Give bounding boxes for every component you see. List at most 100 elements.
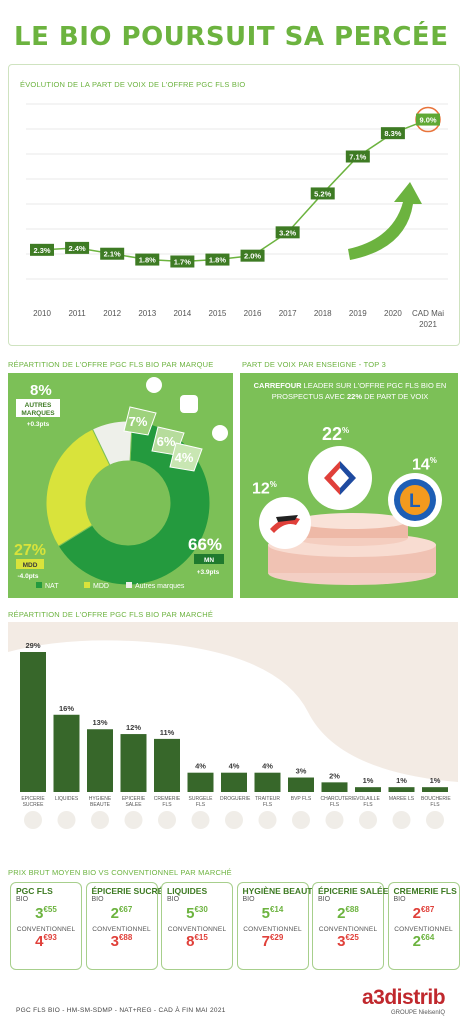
brand-b-logo-icon <box>180 395 198 413</box>
bar-value-label: 3% <box>296 767 307 776</box>
x-tick-label: 2020 <box>384 309 402 318</box>
point-label: 1.8% <box>209 256 226 265</box>
conv-price: 8€15 <box>186 933 208 950</box>
conv-price: 2€64 <box>412 933 435 950</box>
point-label-bg <box>100 247 125 260</box>
point-label: 2.0% <box>244 252 261 261</box>
bar <box>120 734 147 792</box>
autres-label: MARQUES <box>21 410 55 417</box>
point-label: 9.0% <box>419 116 436 125</box>
sub-slice <box>169 442 203 472</box>
sub-slice-label: 4% <box>175 450 194 465</box>
price-card: ÉPICERIE SALÉE BIO 2€88 CONVENTIONNEL 3€25 <box>312 882 388 970</box>
bar-category-label: LIQUIDES <box>54 796 79 802</box>
footer-note: PGC FLS BIO - HM-SM-SDMP - NAT+REG - CAD… <box>16 1007 226 1014</box>
card-conv-label: CONVENTIONNEL <box>167 926 227 933</box>
enseigne-lead-text: CARREFOUR LEADER SUR L'OFFRE PGC FLS BIO… <box>250 380 450 402</box>
card-conv-label: CONVENTIONNEL <box>16 926 76 933</box>
line-chart-panel <box>8 64 460 346</box>
bio-price: 2€88 <box>337 905 359 922</box>
bar-value-label: 2% <box>329 771 340 780</box>
line-chart-title: ÉVOLUTION DE LA PART DE VOIX DE L'OFFRE … <box>20 80 246 89</box>
bar-chart: 29% 16% 13% 12% 11% 4% 4% 4% 3% 2% 1% 1% 1% <box>8 622 458 829</box>
point-label-bg <box>240 249 265 262</box>
bar-category-label: DROGUERIE <box>220 796 251 802</box>
bar-value-label: 1% <box>430 776 441 785</box>
x-tick-label: 2017 <box>279 309 297 318</box>
mdd-label: MDD <box>23 562 38 569</box>
card-title: LIQUIDES <box>167 886 208 896</box>
page-title: LE BIO POURSUIT SA PERCÉE <box>14 22 449 52</box>
x-tick-label: 2016 <box>244 309 262 318</box>
bar-category-label: EPICERIE SUCREE <box>21 796 45 808</box>
lead-name: CARREFOUR <box>253 381 302 390</box>
card-bio-label: BIO <box>318 896 331 903</box>
leclerc-pct: 14% <box>412 456 437 474</box>
lead-pct: 22% <box>347 392 363 401</box>
bar-value-label: 12% <box>126 723 141 732</box>
bar-category-label: VOLAILLE FLS <box>356 796 380 808</box>
x-tick-label: 2015 <box>209 309 227 318</box>
card-conv-label: CONVENTIONNEL <box>243 926 302 933</box>
autres-pct: 8% <box>30 382 52 399</box>
bar-category-label: BVP FLS <box>290 796 312 802</box>
brand-logo: a3distrib GROUPE NielsenIQ <box>362 986 446 1016</box>
nat-pct: 66% <box>188 535 222 554</box>
x-tick-label: 2014 <box>173 309 191 318</box>
point-label: 1.8% <box>139 256 156 265</box>
carrefour-logo-icon <box>308 446 372 510</box>
card-bio-label: BIO <box>91 896 104 903</box>
x-tick-label: 2010 <box>33 309 51 318</box>
point-label-bg <box>380 127 405 140</box>
legend-label: NAT <box>45 583 59 590</box>
bio-price: 5€30 <box>186 905 208 922</box>
sub-slice-label: 6% <box>157 434 176 449</box>
point-label-bg <box>310 187 335 200</box>
product-icon <box>91 811 109 829</box>
enseigne-section-title: PART DE VOIX PAR ENSEIGNE - TOP 3 <box>242 360 387 369</box>
price-card: PGC FLS BIO 3€55 CONVENTIONNEL 4€93 <box>10 882 82 970</box>
lea-nature-logo-icon <box>146 377 162 393</box>
point-label-bg <box>345 150 370 163</box>
lead-tail: DE PART DE VOIX <box>364 392 429 401</box>
nat-label: MN <box>204 557 214 564</box>
nat-box <box>194 554 224 564</box>
price-card: CREMERIE FLS BIO 2€87 CONVENTIONNEL 2€64 <box>387 882 460 970</box>
product-icon <box>292 811 310 829</box>
point-label: 1.7% <box>174 258 191 267</box>
bar <box>288 777 314 792</box>
bar-value-label: 4% <box>195 762 206 771</box>
mdd-pct: 27% <box>14 542 46 559</box>
bar <box>221 772 247 792</box>
bar-category-label: SURGELE FLS <box>188 796 213 808</box>
point-label: 2.3% <box>33 246 50 255</box>
card-bio-label: BIO <box>242 896 255 903</box>
brand-sub: GROUPE NielsenIQ <box>391 1010 446 1016</box>
carrefour-pct: 22% <box>322 424 350 444</box>
card-bio-label: BIO <box>16 896 29 903</box>
x-tick-label: 2019 <box>349 309 367 318</box>
point-label-bg <box>205 253 230 266</box>
bar-value-label: 29% <box>25 641 40 650</box>
card-conv-label: CONVENTIONNEL <box>92 926 151 933</box>
conv-price: 3€25 <box>337 933 359 950</box>
product-icon <box>57 811 76 829</box>
conv-price: 3€88 <box>110 933 133 950</box>
bar-category-label: BOUCHERIE FLS <box>421 796 451 808</box>
brand-name: a3distrib <box>362 986 446 1009</box>
x-tick-label: 2018 <box>314 309 332 318</box>
product-icon <box>325 811 344 829</box>
nat-delta: +3.9pts <box>197 569 220 576</box>
card-title: HYGIÈNE BEAUTÉ <box>242 886 319 896</box>
line-chart: 2.3% 2010 2.4% 2011 2.1% 2012 1.8% 2013 1.7% 2014… <box>26 103 448 329</box>
card-bio-label: BIO <box>393 896 406 903</box>
product-icon <box>258 811 277 829</box>
point-label: 2.4% <box>69 244 86 253</box>
prix-section-title: PRIX BRUT MOYEN BIO VS CONVENTIONNEL PAR… <box>8 868 232 877</box>
bio-price: 2€67 <box>110 905 133 922</box>
conv-price: 4€93 <box>35 933 57 950</box>
line-series <box>41 118 429 263</box>
podium: L <box>259 446 442 585</box>
legend-label: MDD <box>93 583 109 590</box>
